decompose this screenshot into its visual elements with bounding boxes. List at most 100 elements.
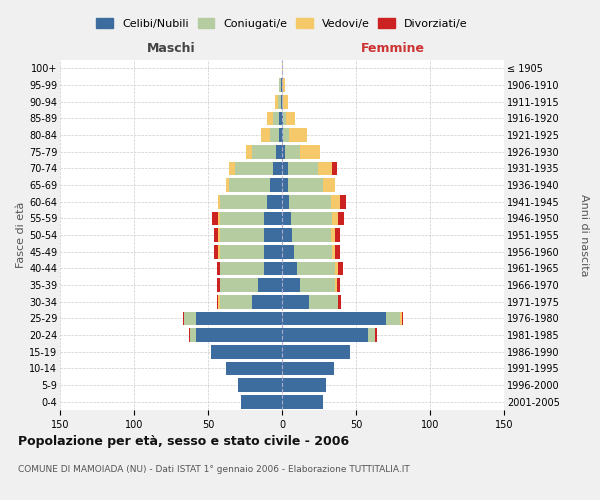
Bar [270, 128, 279, 142]
Bar [335, 228, 340, 242]
Bar [226, 178, 229, 192]
Bar [220, 262, 264, 275]
Bar [337, 278, 340, 292]
Bar [402, 312, 403, 325]
Bar [217, 262, 220, 275]
Bar [282, 245, 294, 258]
Bar [184, 312, 196, 325]
Bar [292, 228, 331, 242]
Bar [220, 245, 264, 258]
Bar [332, 212, 338, 225]
Bar [282, 95, 283, 108]
Bar [282, 262, 297, 275]
Bar [264, 212, 282, 225]
Bar [386, 312, 400, 325]
Bar [300, 278, 335, 292]
Bar [282, 112, 283, 125]
Bar [368, 328, 375, 342]
Bar [264, 262, 282, 275]
Bar [308, 295, 338, 308]
Bar [282, 345, 350, 358]
Bar [275, 95, 278, 108]
Bar [261, 128, 270, 142]
Bar [282, 328, 368, 342]
Bar [286, 112, 295, 125]
Text: Popolazione per età, sesso e stato civile - 2006: Popolazione per età, sesso e stato civil… [18, 435, 349, 448]
Bar [264, 245, 282, 258]
Bar [335, 278, 337, 292]
Y-axis label: Fasce di età: Fasce di età [16, 202, 26, 268]
Bar [226, 362, 282, 375]
Bar [291, 212, 332, 225]
Bar [338, 262, 343, 275]
Bar [297, 262, 335, 275]
Bar [283, 95, 288, 108]
Bar [276, 145, 282, 158]
Bar [273, 112, 279, 125]
Bar [267, 195, 282, 208]
Bar [282, 78, 285, 92]
Bar [331, 228, 335, 242]
Bar [253, 295, 282, 308]
Bar [282, 145, 285, 158]
Bar [235, 162, 273, 175]
Bar [278, 95, 281, 108]
Bar [338, 212, 344, 225]
Bar [282, 212, 291, 225]
Bar [335, 262, 338, 275]
Bar [267, 112, 273, 125]
Text: COMUNE DI MAMOIADA (NU) - Dati ISTAT 1° gennaio 2006 - Elaborazione TUTTITALIA.I: COMUNE DI MAMOIADA (NU) - Dati ISTAT 1° … [18, 465, 410, 474]
Bar [218, 245, 220, 258]
Bar [238, 378, 282, 392]
Bar [220, 212, 264, 225]
Bar [282, 178, 288, 192]
Bar [300, 145, 320, 158]
Bar [220, 228, 264, 242]
Bar [282, 362, 334, 375]
Bar [281, 78, 282, 92]
Bar [196, 312, 282, 325]
Bar [282, 228, 292, 242]
Bar [218, 195, 220, 208]
Bar [229, 178, 270, 192]
Bar [264, 228, 282, 242]
Bar [282, 378, 326, 392]
Bar [288, 162, 317, 175]
Bar [282, 128, 283, 142]
Bar [273, 162, 282, 175]
Bar [220, 278, 259, 292]
Bar [183, 312, 184, 325]
Bar [332, 162, 337, 175]
Bar [400, 312, 402, 325]
Bar [282, 195, 289, 208]
Bar [317, 162, 332, 175]
Bar [289, 195, 331, 208]
Bar [279, 78, 281, 92]
Bar [218, 212, 220, 225]
Text: Maschi: Maschi [146, 42, 196, 55]
Bar [282, 295, 308, 308]
Bar [270, 178, 282, 192]
Legend: Celibi/Nubili, Coniugati/e, Vedovi/e, Divorziati/e: Celibi/Nubili, Coniugati/e, Vedovi/e, Di… [94, 16, 470, 31]
Bar [323, 178, 335, 192]
Bar [282, 162, 288, 175]
Bar [282, 278, 300, 292]
Bar [282, 62, 283, 75]
Bar [281, 95, 282, 108]
Bar [211, 345, 282, 358]
Bar [294, 245, 332, 258]
Bar [247, 145, 253, 158]
Bar [289, 128, 307, 142]
Bar [212, 212, 218, 225]
Bar [375, 328, 377, 342]
Bar [214, 245, 218, 258]
Bar [229, 162, 235, 175]
Bar [241, 395, 282, 408]
Bar [285, 145, 300, 158]
Bar [196, 328, 282, 342]
Bar [259, 278, 282, 292]
Bar [282, 395, 323, 408]
Text: Femmine: Femmine [361, 42, 425, 55]
Y-axis label: Anni di nascita: Anni di nascita [579, 194, 589, 276]
Bar [190, 328, 196, 342]
